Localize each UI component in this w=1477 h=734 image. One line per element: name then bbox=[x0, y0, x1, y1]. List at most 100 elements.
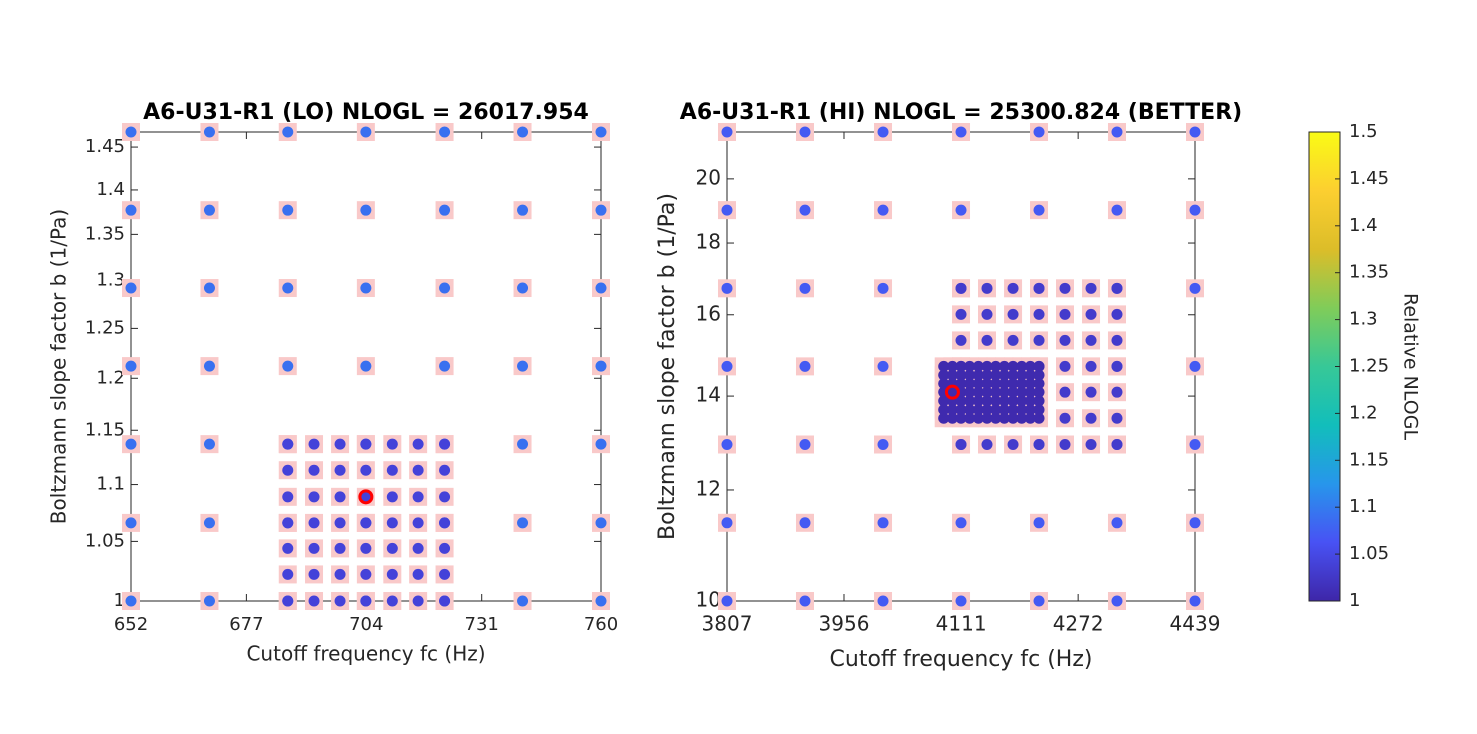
point bbox=[1111, 282, 1123, 294]
point bbox=[1033, 204, 1045, 216]
point bbox=[1059, 308, 1071, 320]
point bbox=[1007, 386, 1019, 398]
point bbox=[946, 386, 958, 398]
point bbox=[282, 517, 294, 529]
point bbox=[439, 204, 451, 216]
point bbox=[877, 595, 889, 607]
point bbox=[955, 412, 967, 424]
point bbox=[1111, 439, 1123, 451]
point bbox=[955, 378, 967, 390]
point bbox=[1007, 439, 1019, 451]
point bbox=[1033, 378, 1045, 390]
x-tick-label: 4272 bbox=[1053, 612, 1104, 636]
chart-title: A6-U31-R1 (LO) NLOGL = 26017.954 bbox=[143, 100, 589, 125]
point bbox=[990, 378, 1002, 390]
point bbox=[439, 464, 451, 476]
point bbox=[203, 360, 215, 372]
point bbox=[360, 464, 372, 476]
point bbox=[799, 517, 811, 529]
colorbar-tick-label: 1.2 bbox=[1349, 402, 1378, 423]
point bbox=[981, 282, 993, 294]
point bbox=[1059, 282, 1071, 294]
point bbox=[1033, 439, 1045, 451]
x-tick-label: 4439 bbox=[1170, 612, 1221, 636]
point bbox=[1189, 204, 1201, 216]
point bbox=[439, 491, 451, 503]
point bbox=[1007, 360, 1019, 372]
point bbox=[412, 542, 424, 554]
point bbox=[955, 404, 967, 416]
point bbox=[1111, 204, 1123, 216]
point bbox=[1189, 595, 1201, 607]
point bbox=[1033, 517, 1045, 529]
point bbox=[998, 360, 1010, 372]
point bbox=[595, 126, 607, 138]
point bbox=[386, 542, 398, 554]
point bbox=[1033, 386, 1045, 398]
x-axis-label: Cutoff frequency fc (Hz) bbox=[246, 642, 485, 666]
point bbox=[386, 568, 398, 580]
point bbox=[308, 542, 320, 554]
y-tick-label: 1.45 bbox=[85, 136, 125, 157]
point bbox=[360, 542, 372, 554]
x-tick-label: 3807 bbox=[702, 612, 753, 636]
point bbox=[1033, 395, 1045, 407]
point bbox=[517, 360, 529, 372]
point bbox=[1189, 282, 1201, 294]
point bbox=[1059, 360, 1071, 372]
point bbox=[360, 568, 372, 580]
point bbox=[1111, 308, 1123, 320]
point bbox=[799, 360, 811, 372]
point bbox=[412, 517, 424, 529]
point bbox=[721, 439, 733, 451]
point bbox=[955, 334, 967, 346]
point bbox=[877, 517, 889, 529]
point bbox=[125, 126, 137, 138]
point bbox=[1059, 386, 1071, 398]
point bbox=[439, 126, 451, 138]
y-tick-label: 12 bbox=[696, 476, 721, 500]
point bbox=[981, 334, 993, 346]
point bbox=[1016, 369, 1028, 381]
y-tick-label: 10 bbox=[696, 588, 721, 612]
point bbox=[1085, 308, 1097, 320]
point bbox=[981, 412, 993, 424]
point bbox=[990, 395, 1002, 407]
point bbox=[439, 595, 451, 607]
point bbox=[1007, 369, 1019, 381]
colorbar-tick-label: 1.4 bbox=[1349, 215, 1378, 236]
point bbox=[877, 126, 889, 138]
point bbox=[1085, 439, 1097, 451]
point bbox=[360, 282, 372, 294]
point bbox=[972, 404, 984, 416]
y-axis-label: Boltzmann slope factor b (1/Pa) bbox=[47, 209, 71, 524]
point bbox=[125, 517, 137, 529]
point bbox=[990, 360, 1002, 372]
colorbar-tick-label: 1.1 bbox=[1349, 496, 1378, 517]
point bbox=[360, 438, 372, 450]
point bbox=[990, 369, 1002, 381]
point bbox=[721, 517, 733, 529]
colorbar-tick-label: 1.05 bbox=[1349, 543, 1389, 564]
point bbox=[308, 595, 320, 607]
point bbox=[439, 568, 451, 580]
point bbox=[595, 204, 607, 216]
point bbox=[955, 595, 967, 607]
point bbox=[334, 568, 346, 580]
point bbox=[386, 595, 398, 607]
point bbox=[125, 595, 137, 607]
point bbox=[972, 395, 984, 407]
point bbox=[595, 438, 607, 450]
point bbox=[877, 204, 889, 216]
y-tick-label: 1.2 bbox=[96, 367, 125, 388]
point bbox=[595, 595, 607, 607]
point bbox=[1007, 378, 1019, 390]
point bbox=[946, 360, 958, 372]
point bbox=[517, 595, 529, 607]
y-tick-label: 16 bbox=[696, 301, 721, 325]
point bbox=[1085, 360, 1097, 372]
point bbox=[938, 395, 950, 407]
point bbox=[595, 517, 607, 529]
point bbox=[1033, 595, 1045, 607]
